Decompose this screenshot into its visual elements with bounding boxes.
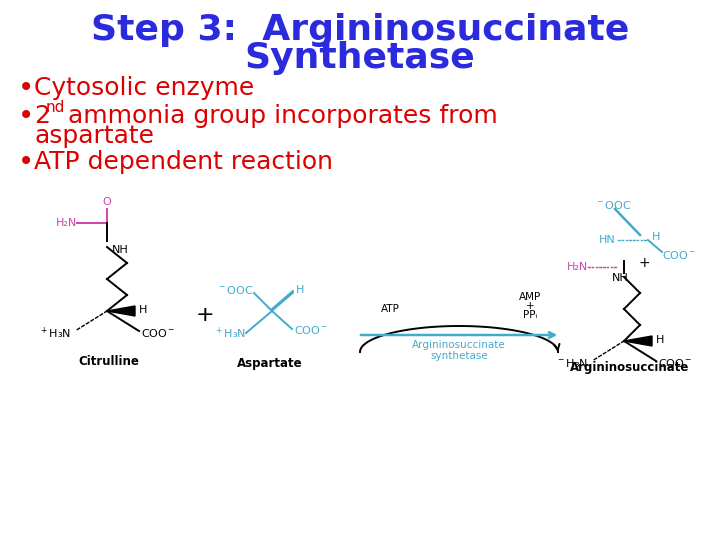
Polygon shape bbox=[107, 306, 135, 316]
Text: COO$^-$: COO$^-$ bbox=[294, 324, 328, 336]
Text: $^+$H₃N: $^+$H₃N bbox=[39, 325, 71, 341]
Text: $^-$H₃N: $^-$H₃N bbox=[556, 357, 588, 369]
Text: H: H bbox=[139, 305, 148, 315]
Text: •: • bbox=[18, 102, 35, 130]
Text: •: • bbox=[18, 148, 35, 176]
Text: Step 3:  Argininosuccinate: Step 3: Argininosuccinate bbox=[91, 13, 629, 47]
Text: aspartate: aspartate bbox=[34, 124, 154, 148]
Text: +: + bbox=[526, 301, 534, 311]
Text: Citrulline: Citrulline bbox=[78, 355, 140, 368]
Polygon shape bbox=[624, 336, 652, 346]
Text: Aspartate: Aspartate bbox=[237, 357, 303, 370]
Text: H: H bbox=[656, 335, 665, 345]
Text: Argininosuccinate: Argininosuccinate bbox=[412, 340, 506, 350]
Text: ammonia group incorporates from: ammonia group incorporates from bbox=[60, 104, 498, 128]
Text: ATP: ATP bbox=[381, 304, 400, 314]
Text: •: • bbox=[18, 74, 35, 102]
Text: nd: nd bbox=[46, 99, 66, 114]
Text: $^-$OOC: $^-$OOC bbox=[217, 284, 254, 296]
Text: Synthetase: Synthetase bbox=[245, 41, 475, 75]
Text: H₂N: H₂N bbox=[567, 262, 588, 272]
Text: H: H bbox=[296, 285, 305, 295]
Text: AMP: AMP bbox=[519, 292, 541, 302]
Text: NH: NH bbox=[112, 245, 129, 255]
Text: H₂N: H₂N bbox=[55, 218, 77, 228]
Text: HN: HN bbox=[599, 235, 616, 245]
Text: +: + bbox=[196, 305, 215, 325]
Text: $^-$OOC: $^-$OOC bbox=[595, 199, 631, 211]
Text: Argininosuccinate: Argininosuccinate bbox=[570, 361, 690, 374]
Text: COO$^-$: COO$^-$ bbox=[658, 357, 693, 369]
Text: COO$^-$: COO$^-$ bbox=[662, 249, 696, 261]
Text: COO$^-$: COO$^-$ bbox=[141, 327, 176, 339]
Text: H: H bbox=[652, 232, 660, 242]
Text: $^+$H₃N: $^+$H₃N bbox=[214, 325, 246, 341]
Text: synthetase: synthetase bbox=[430, 351, 488, 361]
Text: 2: 2 bbox=[34, 104, 50, 128]
Text: ATP dependent reaction: ATP dependent reaction bbox=[34, 150, 333, 174]
Text: O: O bbox=[103, 197, 112, 207]
Text: NH: NH bbox=[611, 273, 629, 283]
Text: Cytosolic enzyme: Cytosolic enzyme bbox=[34, 76, 254, 100]
Text: PPᵢ: PPᵢ bbox=[523, 310, 537, 320]
Text: +: + bbox=[638, 256, 650, 270]
